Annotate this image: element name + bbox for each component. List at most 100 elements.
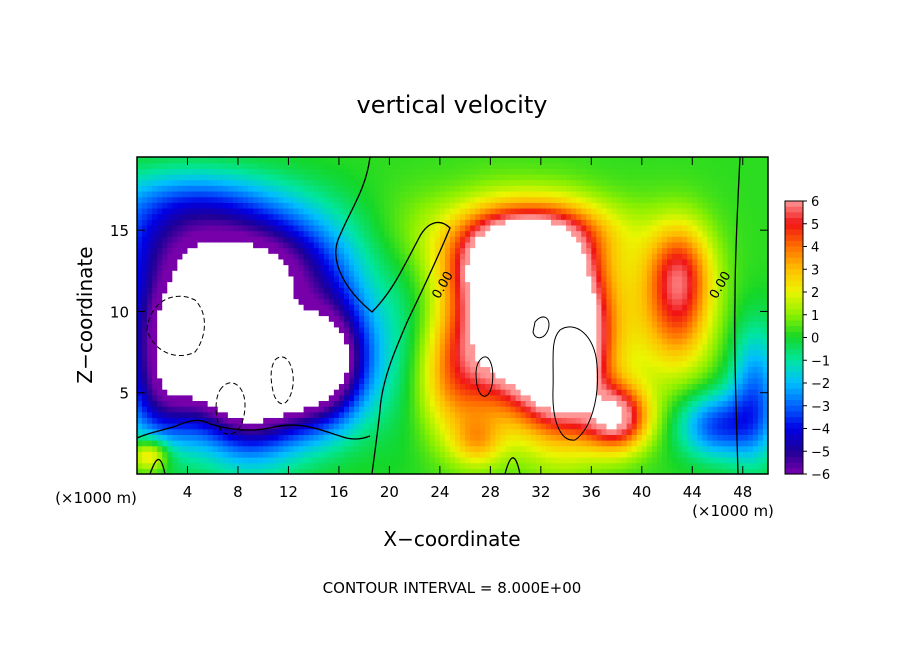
field-cell — [349, 258, 355, 266]
field-cell — [480, 434, 486, 441]
field-cell — [429, 406, 436, 413]
field-cell — [328, 406, 335, 413]
field-cell — [470, 304, 476, 311]
field-cell — [414, 213, 421, 220]
field-cell — [465, 207, 471, 215]
field-cell — [182, 383, 189, 390]
field-cell — [364, 236, 370, 243]
field-cell — [187, 168, 194, 175]
field-cell — [273, 264, 279, 271]
field-cell — [505, 383, 512, 390]
field-cell — [581, 389, 587, 396]
field-cell — [349, 196, 355, 203]
field-cell — [455, 168, 461, 175]
field-cell — [389, 400, 396, 407]
field-cell — [263, 236, 269, 243]
field-cell — [540, 258, 547, 266]
field-cell — [374, 241, 380, 249]
field-cell — [394, 394, 401, 402]
field-cell — [429, 270, 436, 277]
field-cell — [374, 247, 380, 254]
field-cell — [212, 258, 219, 266]
field-cell — [147, 417, 153, 424]
field-cell — [535, 332, 542, 339]
field-cell — [278, 372, 284, 379]
field-cell — [404, 202, 411, 209]
field-cell — [561, 440, 567, 447]
field-cell — [212, 207, 219, 215]
field-cell — [510, 281, 517, 288]
field-cell — [349, 394, 355, 402]
field-cell — [248, 264, 254, 271]
field-cell — [540, 247, 547, 254]
field-cell — [278, 321, 284, 328]
field-cell — [182, 440, 189, 447]
field-cell — [338, 400, 345, 407]
field-cell — [137, 451, 143, 458]
field-cell — [455, 406, 461, 413]
field-cell — [298, 349, 305, 356]
field-cell — [147, 366, 153, 373]
field-cell — [455, 219, 461, 226]
field-cell — [152, 372, 158, 379]
field-cell — [480, 281, 486, 288]
field-cell — [283, 179, 290, 186]
field-cell — [182, 207, 189, 215]
field-cell — [318, 417, 325, 424]
field-cell — [328, 281, 335, 288]
field-cell — [338, 451, 345, 458]
field-cell — [444, 440, 451, 447]
field-cell — [409, 383, 416, 390]
field-cell — [545, 247, 552, 254]
field-cell — [202, 219, 209, 226]
field-cell — [500, 315, 507, 322]
field-cell — [586, 451, 592, 458]
field-cell — [283, 440, 290, 447]
field-cell — [434, 304, 441, 311]
field-cell — [550, 224, 557, 232]
field-cell — [460, 224, 466, 232]
field-cell — [364, 190, 370, 198]
field-cell — [525, 264, 532, 271]
field-cell — [152, 241, 158, 249]
field-cell — [202, 213, 209, 220]
field-cell — [172, 377, 178, 385]
field-cell — [167, 349, 173, 356]
field-cell — [318, 213, 325, 220]
field-cell — [253, 349, 259, 356]
field-cell — [374, 343, 380, 351]
field-cell — [475, 451, 481, 458]
field-cell — [550, 423, 557, 430]
field-cell — [520, 292, 527, 300]
field-cell — [147, 253, 153, 260]
field-cell — [152, 292, 158, 300]
field-cell — [192, 281, 199, 288]
field-cell — [318, 451, 325, 458]
field-cell — [227, 338, 234, 345]
field-cell — [535, 406, 542, 413]
field-cell — [288, 219, 295, 226]
field-cell — [475, 440, 481, 447]
field-cell — [480, 451, 486, 458]
field-cell — [313, 304, 320, 311]
field-cell — [343, 417, 350, 424]
field-cell — [449, 377, 456, 385]
field-cell — [495, 236, 502, 243]
field-cell — [566, 372, 572, 379]
field-cell — [555, 389, 562, 396]
field-cell — [434, 338, 441, 345]
field-cell — [293, 423, 300, 430]
field-cell — [147, 207, 153, 215]
field-cell — [424, 309, 431, 317]
field-cell — [237, 372, 244, 379]
field-cell — [434, 213, 441, 220]
field-cell — [364, 270, 370, 277]
field-cell — [460, 326, 466, 334]
field-cell — [444, 383, 451, 390]
field-cell — [455, 321, 461, 328]
field-cell — [313, 462, 320, 469]
field-cell — [525, 326, 532, 334]
field-cell — [581, 162, 587, 169]
field-cell — [404, 258, 411, 266]
field-cell — [455, 196, 461, 203]
